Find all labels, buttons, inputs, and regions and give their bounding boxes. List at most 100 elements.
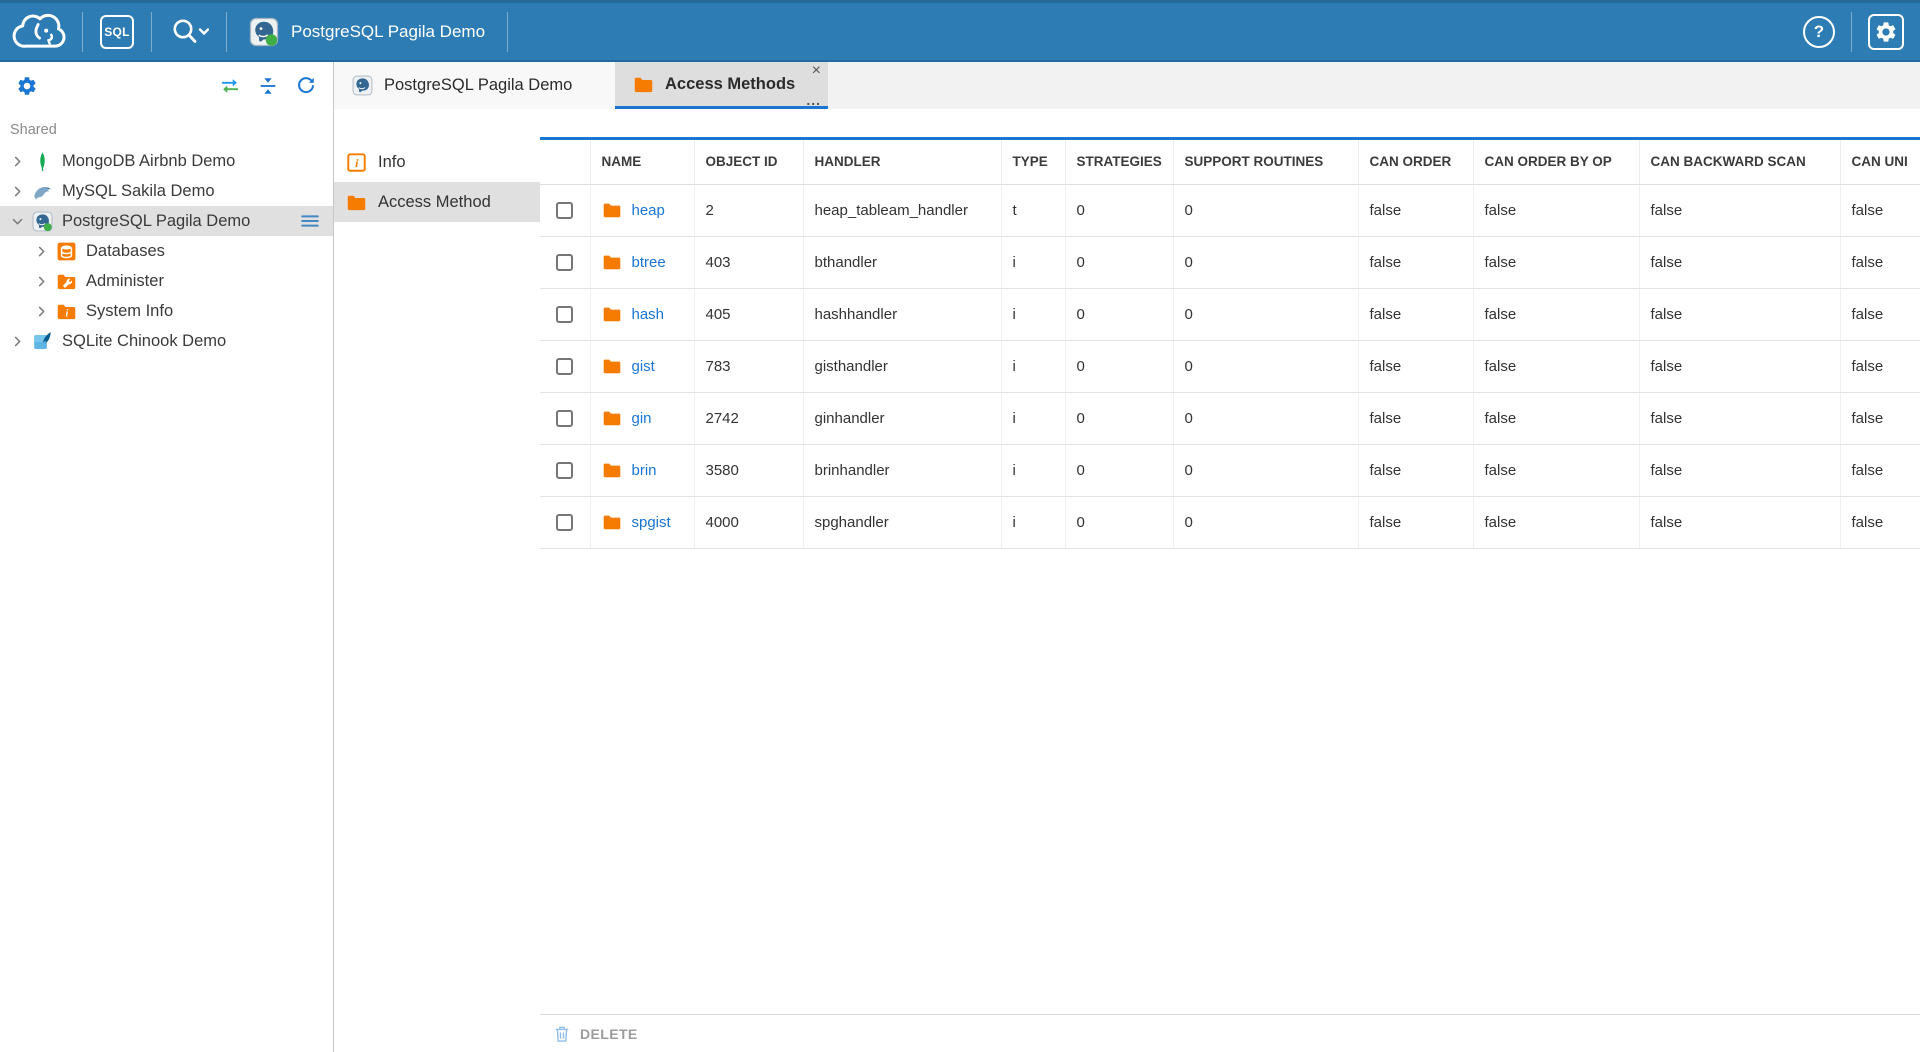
delete-button[interactable]: DELETE [580, 1025, 638, 1042]
cell-type: i [1001, 392, 1066, 445]
cell-can-backward-scan: false [1639, 288, 1841, 341]
tab-more-icon[interactable]: ... [806, 92, 821, 108]
cell-name: hash [590, 288, 695, 341]
row-checkbox-cell [540, 496, 591, 549]
cell-support-routines: 0 [1173, 236, 1359, 289]
sql-files-button[interactable]: SQL [83, 3, 151, 60]
cell-type: i [1001, 288, 1066, 341]
row-name-link[interactable]: spgist [631, 513, 671, 531]
cell-type: i [1001, 444, 1066, 497]
collapse-all-icon[interactable] [255, 73, 281, 99]
chevron-down-icon[interactable] [10, 214, 25, 229]
cell-type: i [1001, 236, 1066, 289]
cell-can-backward-scan: false [1639, 444, 1841, 497]
connections-tree: MongoDB Airbnb Demo MySQL Sakila Demo Post… [0, 146, 333, 356]
row-name-link[interactable]: brin [631, 461, 657, 479]
close-tab-icon[interactable]: × [811, 62, 821, 79]
row-name-link[interactable]: gist [631, 357, 655, 375]
svg-text:i: i [355, 156, 359, 170]
sort-connections-icon[interactable] [217, 73, 243, 99]
row-checkbox[interactable] [556, 201, 574, 219]
row-checkbox[interactable] [556, 461, 574, 479]
cell-can-order-by-op: false [1473, 236, 1640, 289]
cell-can-uni: false [1840, 340, 1920, 393]
tab-label: Access Methods [665, 74, 796, 93]
cell-object-id: 2 [694, 184, 804, 237]
sidebar-item-mysql-sakila-demo[interactable]: MySQL Sakila Demo [0, 176, 333, 206]
row-checkbox-cell [540, 340, 591, 393]
cell-strategies: 0 [1065, 340, 1174, 393]
folder-icon [346, 192, 367, 213]
refresh-icon[interactable] [293, 73, 319, 99]
row-name-link[interactable]: hash [631, 305, 665, 323]
cell-object-id: 403 [694, 236, 804, 289]
cell-can-uni: false [1840, 392, 1920, 445]
cell-object-id: 2742 [694, 392, 804, 445]
chevron-right-icon[interactable] [10, 334, 25, 349]
row-checkbox[interactable] [556, 409, 574, 427]
cell-can-order-by-op: false [1473, 184, 1640, 237]
sidebar-item-sqlite-chinook-demo[interactable]: SQLite Chinook Demo [0, 326, 333, 356]
connection-menu-icon[interactable] [299, 210, 321, 232]
grid-footer: DELETE [540, 1014, 1920, 1052]
sidebar-settings-icon[interactable] [14, 73, 40, 99]
cell-can-backward-scan: false [1639, 496, 1841, 549]
sidebar-item-system-info[interactable]: i System Info [0, 296, 333, 326]
titlebar-connection-tab[interactable]: PostgreSQL Pagila Demo [227, 3, 507, 60]
cell-handler: bthandler [803, 236, 1002, 289]
object-type-info[interactable]: i Info [334, 142, 540, 182]
cell-can-uni: false [1840, 236, 1920, 289]
chevron-right-icon[interactable] [10, 154, 25, 169]
main-area: PostgreSQL Pagila Demo Access Methods ×...… [334, 62, 1920, 1052]
object-type-label: Info [378, 152, 406, 171]
cell-object-id: 3580 [694, 444, 804, 497]
cell-name: gist [590, 340, 695, 393]
row-checkbox[interactable] [556, 513, 574, 531]
titlebar-connection-label: PostgreSQL Pagila Demo [291, 21, 486, 41]
cell-support-routines: 0 [1173, 496, 1359, 549]
cell-support-routines: 0 [1173, 184, 1359, 237]
row-checkbox[interactable] [556, 253, 574, 271]
grid-header-row: NAME OBJECT ID HANDLER TYPE STRATEGIES SUPPOR… [540, 140, 1920, 185]
cell-can-order: false [1358, 236, 1474, 289]
cell-can-uni: false [1840, 496, 1920, 549]
row-name-link[interactable]: gin [631, 409, 652, 427]
chevron-right-icon[interactable] [34, 244, 49, 259]
row-checkbox-cell [540, 184, 591, 237]
cell-can-uni: false [1840, 184, 1920, 237]
object-type-access-method[interactable]: Access Method [334, 182, 540, 222]
cell-can-backward-scan: false [1639, 236, 1841, 289]
chevron-right-icon[interactable] [34, 304, 49, 319]
sidebar-item-postgresql-pagila-demo[interactable]: PostgreSQL Pagila Demo [0, 206, 333, 236]
sidebar-item-databases[interactable]: Databases [0, 236, 333, 266]
search-connection-button[interactable] [152, 3, 226, 60]
column-header-can-order-by-op: CAN ORDER BY OP [1473, 140, 1640, 185]
cell-name: heap [590, 184, 695, 237]
settings-button[interactable] [1868, 13, 1904, 50]
cell-can-order-by-op: false [1473, 496, 1640, 549]
tab-access-methods[interactable]: Access Methods ×... [615, 62, 828, 109]
sidebar-item-administer[interactable]: Administer [0, 266, 333, 296]
help-button[interactable]: ? [1803, 15, 1835, 48]
cell-can-uni: false [1840, 288, 1920, 341]
sql-icon-label: SQL [104, 24, 130, 39]
tab-postgresql-pagila-demo[interactable]: PostgreSQL Pagila Demo [334, 62, 615, 109]
cell-object-id: 405 [694, 288, 804, 341]
row-name-link[interactable]: btree [631, 253, 666, 271]
cell-support-routines: 0 [1173, 444, 1359, 497]
sidebar-item-label: System Info [86, 301, 174, 320]
row-checkbox[interactable] [556, 305, 574, 323]
databases-icon [56, 241, 77, 262]
row-checkbox[interactable] [556, 357, 574, 375]
sidebar-item-mongodb-airbnb-demo[interactable]: MongoDB Airbnb Demo [0, 146, 333, 176]
row-name-link[interactable]: heap [631, 201, 665, 219]
folder-icon [602, 356, 622, 376]
chevron-right-icon[interactable] [10, 184, 25, 199]
cell-can-uni: false [1840, 444, 1920, 497]
chevron-right-icon[interactable] [34, 274, 49, 289]
column-header-name: NAME [590, 140, 695, 185]
table-row-gist: gist 783 gisthandler i 0 0 false false false fals… [540, 340, 1920, 393]
table-row-hash: hash 405 hashhandler i 0 0 false false false fals… [540, 288, 1920, 341]
postgres-plain-icon [352, 75, 373, 96]
